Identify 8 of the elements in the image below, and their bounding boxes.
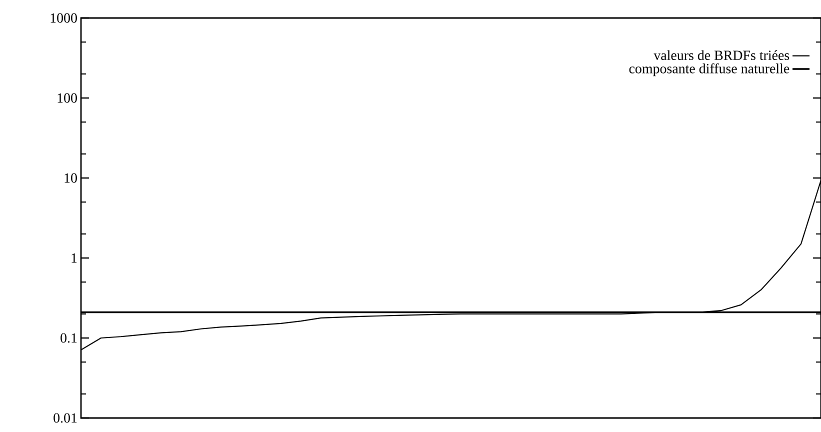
y-tick-label: 10 [64, 173, 77, 183]
y-tick-label: 100 [58, 93, 77, 103]
legend-label: composante diffuse naturelle [629, 63, 790, 76]
legend-label: valeurs de BRDFs triées [654, 50, 790, 60]
y-tick-label: 1 [72, 253, 77, 263]
y-tick-label: 0.01 [54, 413, 77, 423]
y-tick-label: 1000 [50, 13, 77, 23]
y-tick-label: 0.1 [60, 333, 77, 343]
